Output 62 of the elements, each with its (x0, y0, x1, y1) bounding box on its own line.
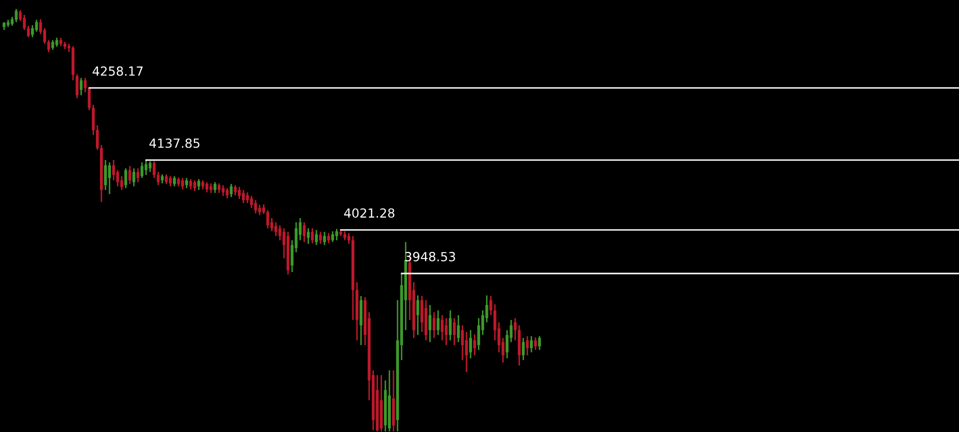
candlestick (538, 335, 541, 351)
candlestick (254, 199, 257, 214)
candlestick (214, 181, 216, 194)
candlestick (35, 19, 38, 32)
candlestick (205, 181, 208, 194)
candlestick (493, 304, 496, 342)
candlestick (456, 314, 460, 343)
candlestick (522, 337, 525, 361)
candlestick (132, 168, 136, 188)
candlestick (473, 334, 476, 356)
candlestick (258, 204, 262, 216)
candlestick (469, 329, 472, 359)
candlestick (534, 336, 537, 351)
candlestick (465, 331, 468, 373)
candlestick (189, 178, 192, 190)
candlestick (526, 335, 529, 356)
candlestick (319, 231, 322, 245)
candlestick (242, 189, 245, 204)
candlestick (234, 184, 237, 196)
candlestick (181, 177, 184, 190)
candlestick (323, 231, 326, 246)
candlestick (222, 184, 225, 197)
candlestick (112, 159, 115, 182)
candlestick (477, 317, 480, 351)
candlestick (331, 230, 334, 243)
candlestick (152, 160, 156, 179)
candlestick (250, 195, 253, 209)
candlestick (428, 304, 432, 343)
candlestick (218, 182, 220, 194)
ref-line-label: 4021.28 (344, 208, 394, 218)
candlestick (327, 232, 330, 244)
candlestick (436, 310, 440, 336)
candlestick (530, 335, 533, 354)
candlestick (140, 162, 144, 179)
candlestick (461, 324, 464, 361)
candlestick (506, 329, 508, 359)
candlestick (278, 224, 282, 241)
candlestick (197, 178, 200, 191)
candlestick (210, 182, 212, 194)
candlestick (31, 24, 34, 38)
candlestick (226, 187, 229, 200)
candlestick (144, 159, 148, 176)
candlestick (238, 186, 241, 200)
candlestick (314, 229, 318, 246)
ref-line-label: 4258.17 (92, 66, 143, 76)
candlestick (266, 210, 270, 229)
candlestick (168, 175, 172, 188)
candlestick (76, 74, 78, 99)
candlestick (136, 168, 140, 183)
candlestick (173, 175, 176, 188)
ref-line-label: 4137.85 (149, 138, 200, 148)
candlestick (104, 159, 107, 191)
candlestick (246, 192, 249, 204)
candlestick (185, 177, 188, 189)
candlestick (148, 160, 152, 173)
candlestick (128, 165, 132, 185)
candlestick (274, 222, 278, 237)
candlestick (108, 162, 111, 195)
candlestick (80, 77, 83, 96)
candlestick (310, 228, 314, 244)
candlestick (440, 314, 444, 342)
candlestick (432, 311, 436, 339)
